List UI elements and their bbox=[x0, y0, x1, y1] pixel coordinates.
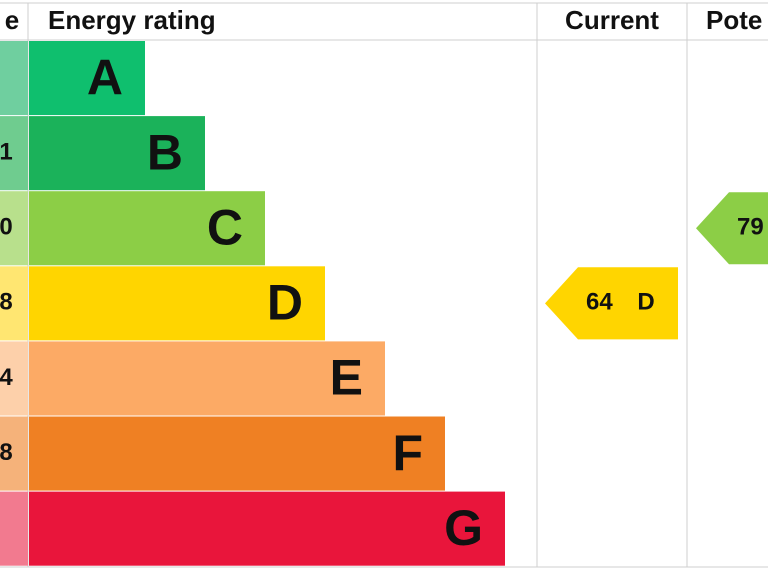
rating-header: Energy rating bbox=[48, 5, 216, 35]
band-letter: G bbox=[444, 500, 483, 556]
band-letter: D bbox=[267, 275, 303, 331]
band-letter: B bbox=[147, 124, 183, 180]
current-header: Current bbox=[565, 5, 659, 35]
score-cell bbox=[0, 341, 28, 416]
band-bar bbox=[29, 41, 145, 116]
score-cell bbox=[0, 41, 28, 116]
band-bar bbox=[29, 341, 385, 416]
band-letter: C bbox=[207, 199, 243, 255]
current-arrow bbox=[545, 267, 678, 340]
band-bar bbox=[29, 491, 505, 566]
score-cell bbox=[0, 266, 28, 341]
band-letter: F bbox=[392, 425, 423, 481]
potential-header: Pote bbox=[706, 5, 762, 35]
score-header: e bbox=[5, 5, 19, 35]
score-cell bbox=[0, 191, 28, 266]
score: 8 bbox=[0, 439, 13, 466]
potential-value: 79 bbox=[737, 214, 764, 241]
score: 4 bbox=[0, 364, 13, 391]
score-cell bbox=[0, 116, 28, 191]
band-bar bbox=[29, 416, 445, 491]
band-bar bbox=[29, 191, 265, 266]
current-letter: D bbox=[637, 289, 654, 316]
potential-arrow bbox=[696, 192, 768, 265]
band-bar bbox=[29, 116, 205, 191]
score-cell bbox=[0, 416, 28, 491]
band-letter: E bbox=[330, 350, 363, 406]
score-cell bbox=[0, 491, 28, 566]
current-value: 64 bbox=[586, 289, 613, 316]
score: 0 bbox=[0, 214, 13, 241]
band-letter: A bbox=[87, 49, 123, 105]
band-bar bbox=[29, 266, 325, 341]
score: 8 bbox=[0, 289, 13, 316]
score: 1 bbox=[0, 138, 13, 165]
